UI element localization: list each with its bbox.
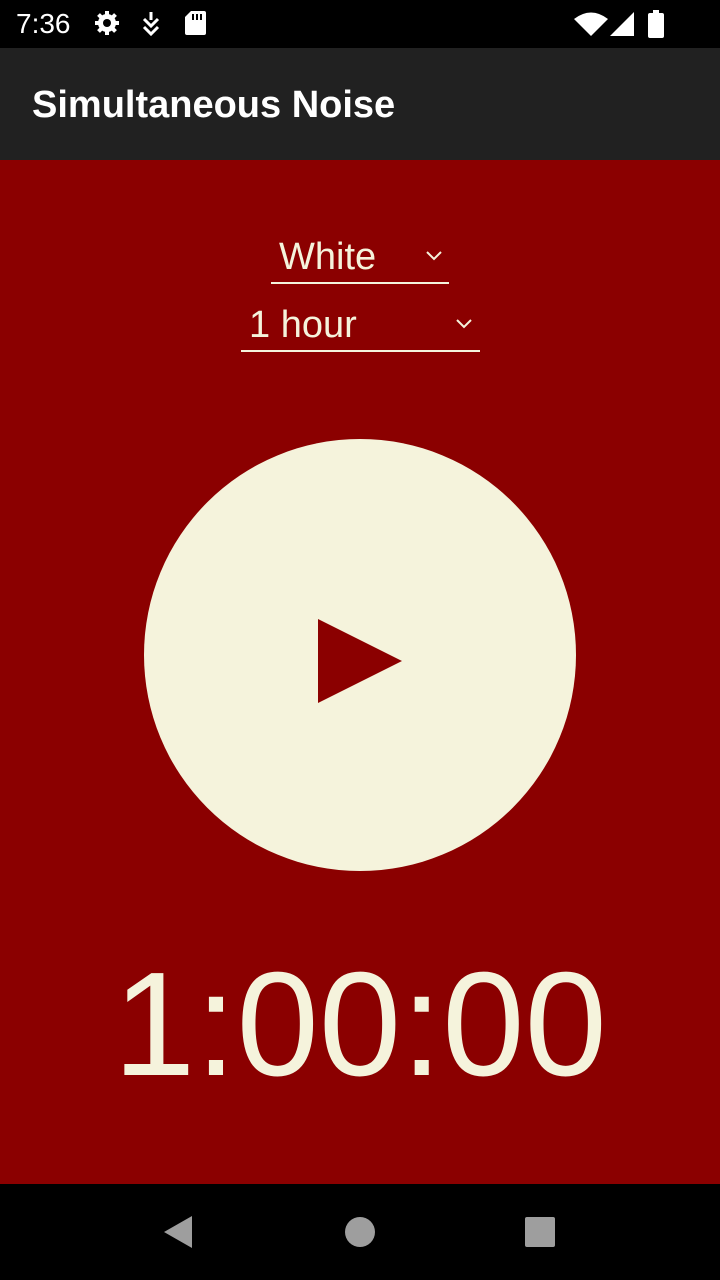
recents-icon[interactable] <box>525 1214 555 1250</box>
app-bar: Simultaneous Noise <box>0 48 720 160</box>
noise-type-dropdown[interactable]: White <box>271 232 449 284</box>
chevron-down-icon <box>455 316 473 334</box>
chevron-down-icon <box>425 248 443 266</box>
signal-icon <box>610 12 634 36</box>
sd-card-icon <box>184 10 206 36</box>
battery-icon <box>648 10 664 38</box>
status-time: 7:36 <box>16 8 71 39</box>
noise-type-value: White <box>279 236 377 278</box>
duration-value: 1 hour <box>249 304 357 346</box>
app-title: Simultaneous Noise <box>32 84 396 126</box>
duration-dropdown[interactable]: 1 hour <box>241 300 480 352</box>
download-icon <box>140 10 162 36</box>
status-bar: 7:36 <box>0 0 720 48</box>
main-content: White 1 hour 1:00:00 <box>0 160 720 1184</box>
navigation-bar <box>0 1184 720 1280</box>
play-icon <box>318 619 402 708</box>
timer-display: 1:00:00 <box>113 942 607 1107</box>
play-button[interactable] <box>144 439 576 871</box>
gear-icon <box>94 10 120 36</box>
home-icon[interactable] <box>344 1214 376 1250</box>
back-icon[interactable] <box>160 1214 196 1250</box>
wifi-icon <box>574 12 608 36</box>
